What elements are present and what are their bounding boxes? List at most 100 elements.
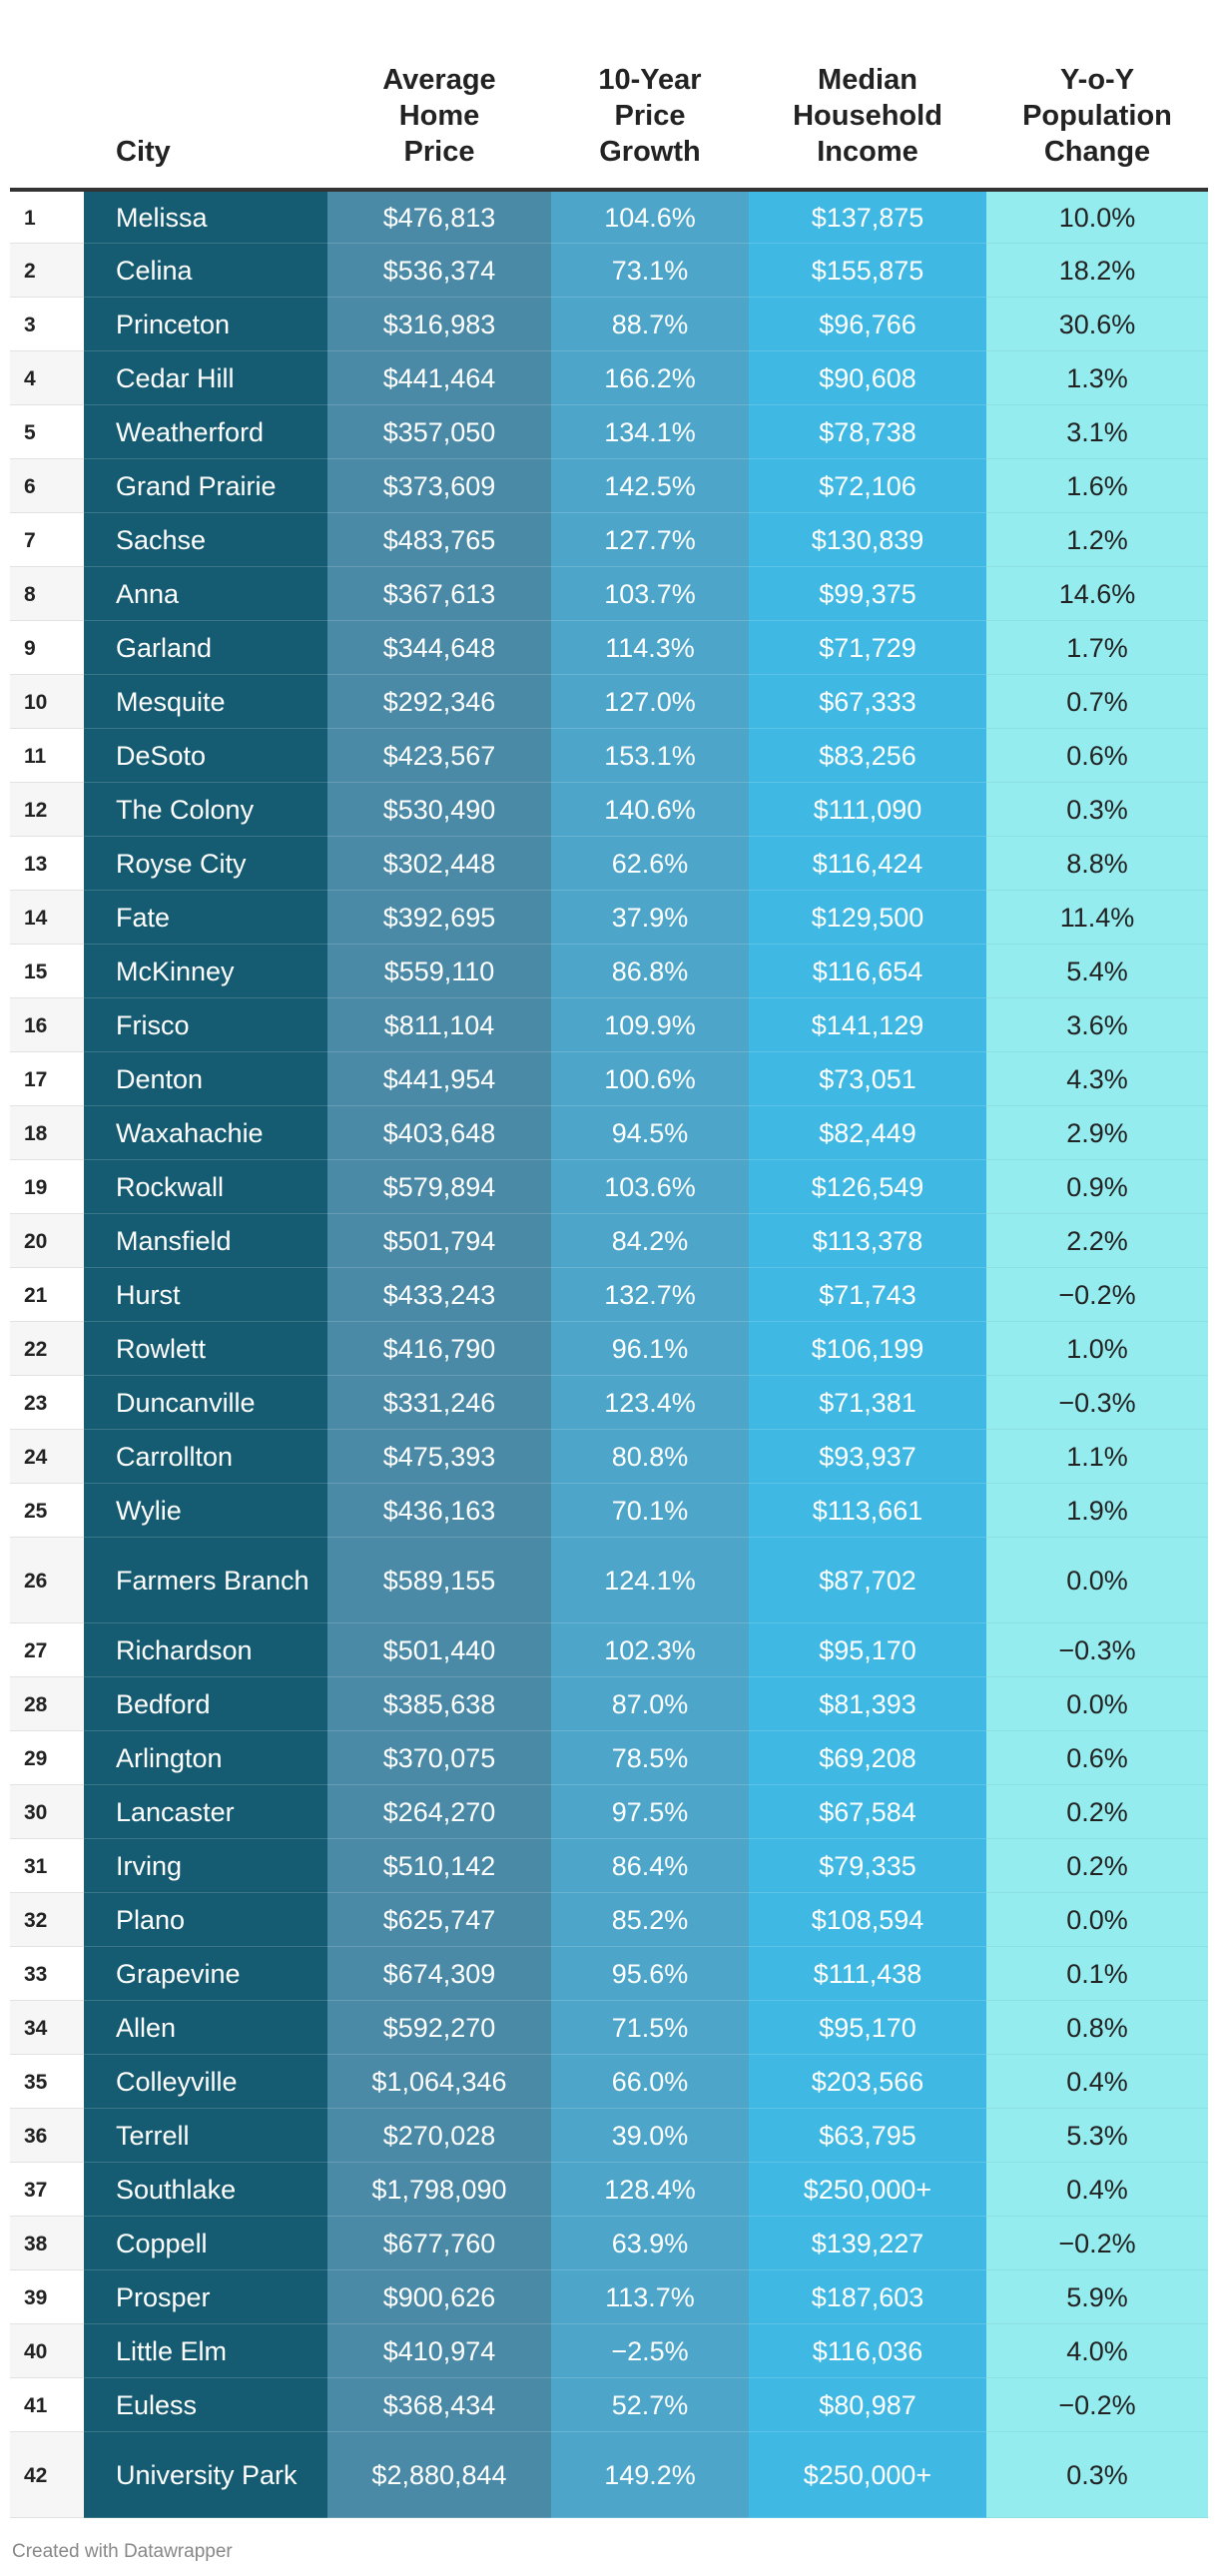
average-home-price-cell: $316,983	[327, 298, 551, 351]
average-home-price-cell: $373,609	[327, 459, 551, 513]
header-average-home-price[interactable]: Average Home Price	[327, 0, 551, 192]
header-city[interactable]: City	[84, 0, 327, 192]
header-line: Growth	[599, 136, 701, 168]
median-income-cell: $106,199	[749, 1322, 986, 1376]
rank-cell: 13	[10, 837, 84, 891]
header-yoy-population-change[interactable]: Y-o-Y Population Change	[986, 0, 1208, 192]
header-line: Income	[817, 136, 918, 168]
price-growth-cell: 140.6%	[551, 783, 749, 837]
city-cell: Frisco	[84, 998, 327, 1052]
rank-cell: 29	[10, 1731, 84, 1785]
price-growth-cell: 134.1%	[551, 405, 749, 459]
population-change-cell: 0.2%	[986, 1839, 1208, 1893]
price-growth-cell: 86.8%	[551, 945, 749, 998]
median-income-cell: $67,584	[749, 1785, 986, 1839]
city-cell: Allen	[84, 2001, 327, 2055]
city-cell: DeSoto	[84, 729, 327, 783]
city-cell: Celina	[84, 244, 327, 298]
city-cell: Garland	[84, 621, 327, 675]
population-change-cell: −0.3%	[986, 1623, 1208, 1677]
median-income-cell: $139,227	[749, 2217, 986, 2270]
rank-cell: 35	[10, 2055, 84, 2109]
table-row: 28 Bedford $385,638 87.0% $81,393 0.0%	[10, 1677, 1208, 1731]
population-change-cell: 0.6%	[986, 729, 1208, 783]
table-row: 14 Fate $392,695 37.9% $129,500 11.4%	[10, 891, 1208, 945]
median-income-cell: $141,129	[749, 998, 986, 1052]
table-row: 27 Richardson $501,440 102.3% $95,170 −0.3%	[10, 1623, 1208, 1677]
population-change-cell: −0.3%	[986, 1376, 1208, 1430]
average-home-price-cell: $403,648	[327, 1106, 551, 1160]
rank-cell: 39	[10, 2270, 84, 2324]
city-cell: Weatherford	[84, 405, 327, 459]
median-income-cell: $96,766	[749, 298, 986, 351]
average-home-price-cell: $441,464	[327, 351, 551, 405]
average-home-price-cell: $510,142	[327, 1839, 551, 1893]
price-growth-cell: 88.7%	[551, 298, 749, 351]
table-row: 26 Farmers Branch $589,155 124.1% $87,702 0.0…	[10, 1538, 1208, 1623]
price-growth-cell: 85.2%	[551, 1893, 749, 1947]
header-10-year-price-growth[interactable]: 10-Year Price Growth	[551, 0, 749, 192]
header-line: Price	[614, 100, 686, 132]
rank-cell: 14	[10, 891, 84, 945]
population-change-cell: 1.7%	[986, 621, 1208, 675]
median-income-cell: $83,256	[749, 729, 986, 783]
average-home-price-cell: $368,434	[327, 2378, 551, 2432]
table-row: 33 Grapevine $674,309 95.6% $111,438 0.1%	[10, 1947, 1208, 2001]
header-median-household-income[interactable]: Median Household Income	[749, 0, 986, 192]
city-ranking-table: City Average Home Price 10-Year Price Gr…	[10, 0, 1208, 2518]
city-cell: Little Elm	[84, 2324, 327, 2378]
table-row: 35 Colleyville $1,064,346 66.0% $203,566 0.4%	[10, 2055, 1208, 2109]
average-home-price-cell: $530,490	[327, 783, 551, 837]
header-rank[interactable]	[10, 0, 84, 192]
rank-cell: 30	[10, 1785, 84, 1839]
average-home-price-cell: $589,155	[327, 1538, 551, 1623]
header-line: Average	[382, 64, 496, 96]
average-home-price-cell: $579,894	[327, 1160, 551, 1214]
average-home-price-cell: $270,028	[327, 2109, 551, 2163]
rank-cell: 42	[10, 2432, 84, 2518]
median-income-cell: $113,661	[749, 1484, 986, 1538]
table-row: 39 Prosper $900,626 113.7% $187,603 5.9%	[10, 2270, 1208, 2324]
rank-cell: 37	[10, 2163, 84, 2217]
population-change-cell: 0.9%	[986, 1160, 1208, 1214]
median-income-cell: $87,702	[749, 1538, 986, 1623]
price-growth-cell: 127.0%	[551, 675, 749, 729]
price-growth-cell: 102.3%	[551, 1623, 749, 1677]
city-cell: Rockwall	[84, 1160, 327, 1214]
average-home-price-cell: $501,794	[327, 1214, 551, 1268]
population-change-cell: 0.8%	[986, 2001, 1208, 2055]
median-income-cell: $72,106	[749, 459, 986, 513]
city-cell: Melissa	[84, 190, 327, 244]
average-home-price-cell: $385,638	[327, 1677, 551, 1731]
price-growth-cell: 71.5%	[551, 2001, 749, 2055]
population-change-cell: 4.0%	[986, 2324, 1208, 2378]
price-growth-cell: 103.6%	[551, 1160, 749, 1214]
average-home-price-cell: $559,110	[327, 945, 551, 998]
average-home-price-cell: $367,613	[327, 567, 551, 621]
table-row: 41 Euless $368,434 52.7% $80,987 −0.2%	[10, 2378, 1208, 2432]
average-home-price-cell: $1,064,346	[327, 2055, 551, 2109]
city-cell: Wylie	[84, 1484, 327, 1538]
average-home-price-cell: $302,448	[327, 837, 551, 891]
price-growth-cell: 127.7%	[551, 513, 749, 567]
header-line: 10-Year	[598, 64, 702, 96]
table-row: 13 Royse City $302,448 62.6% $116,424 8.8%	[10, 837, 1208, 891]
table-row: 21 Hurst $433,243 132.7% $71,743 −0.2%	[10, 1268, 1208, 1322]
population-change-cell: 0.3%	[986, 2432, 1208, 2518]
average-home-price-cell: $433,243	[327, 1268, 551, 1322]
rank-cell: 12	[10, 783, 84, 837]
table-row: 1 Melissa $476,813 104.6% $137,875 10.0%	[10, 190, 1208, 244]
median-income-cell: $129,500	[749, 891, 986, 945]
population-change-cell: 2.2%	[986, 1214, 1208, 1268]
population-change-cell: 0.0%	[986, 1677, 1208, 1731]
price-growth-cell: 52.7%	[551, 2378, 749, 2432]
average-home-price-cell: $592,270	[327, 2001, 551, 2055]
table-row: 4 Cedar Hill $441,464 166.2% $90,608 1.3%	[10, 351, 1208, 405]
price-growth-cell: 87.0%	[551, 1677, 749, 1731]
city-cell: Royse City	[84, 837, 327, 891]
rank-cell: 5	[10, 405, 84, 459]
city-cell: The Colony	[84, 783, 327, 837]
price-growth-cell: 124.1%	[551, 1538, 749, 1623]
population-change-cell: 0.4%	[986, 2055, 1208, 2109]
header-line: Home	[398, 100, 480, 132]
